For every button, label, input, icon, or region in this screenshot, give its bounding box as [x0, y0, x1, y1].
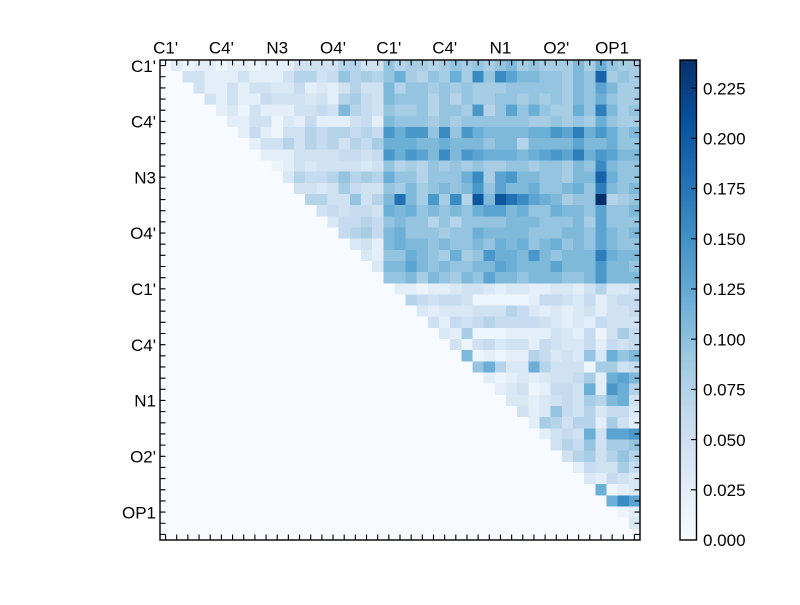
svg-text:0.225: 0.225 — [703, 79, 746, 98]
svg-text:O4': O4' — [320, 39, 346, 58]
svg-text:N3: N3 — [266, 39, 288, 58]
svg-text:N1: N1 — [134, 392, 156, 411]
svg-text:C4': C4' — [209, 39, 234, 58]
svg-text:0.075: 0.075 — [703, 381, 746, 400]
svg-text:O4': O4' — [130, 224, 156, 243]
svg-text:0.100: 0.100 — [703, 330, 746, 349]
svg-text:OP1: OP1 — [595, 39, 629, 58]
svg-text:C1': C1' — [153, 39, 178, 58]
svg-text:0.050: 0.050 — [703, 431, 746, 450]
svg-text:N3: N3 — [134, 168, 156, 187]
svg-text:0.025: 0.025 — [703, 481, 746, 500]
svg-text:C4': C4' — [432, 39, 457, 58]
svg-text:C4': C4' — [131, 336, 156, 355]
svg-text:OP1: OP1 — [122, 503, 156, 522]
svg-text:0.000: 0.000 — [703, 531, 746, 550]
svg-text:C4': C4' — [131, 113, 156, 132]
svg-text:C1': C1' — [131, 280, 156, 299]
svg-text:0.200: 0.200 — [703, 130, 746, 149]
svg-text:0.125: 0.125 — [703, 280, 746, 299]
svg-text:0.150: 0.150 — [703, 230, 746, 249]
svg-text:O2': O2' — [130, 448, 156, 467]
svg-text:N1: N1 — [490, 39, 512, 58]
svg-text:0.175: 0.175 — [703, 180, 746, 199]
svg-text:C1': C1' — [376, 39, 401, 58]
svg-text:O2': O2' — [543, 39, 569, 58]
svg-text:C1': C1' — [131, 57, 156, 76]
